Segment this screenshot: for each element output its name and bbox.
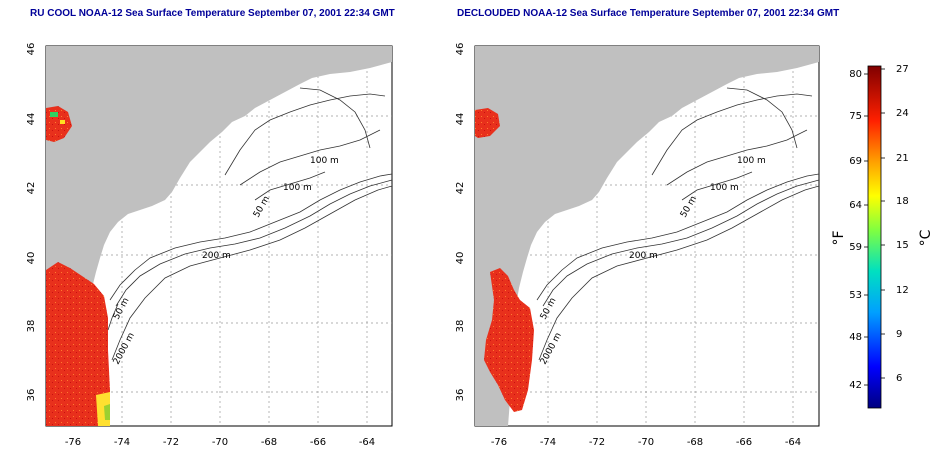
right-contour-label-100m-a: 100 m (737, 156, 766, 166)
colorbar-f-tick: 48 (849, 332, 862, 343)
colorbar-c-tick: 24 (896, 108, 909, 119)
left-gridlines (46, 46, 392, 426)
left-ytick: 38 (26, 320, 37, 333)
left-xtick: -70 (212, 437, 228, 448)
left-ytick: 42 (26, 182, 37, 195)
right-xtick: -66 (736, 437, 752, 448)
right-xtick: -68 (687, 437, 703, 448)
right-xtick: -74 (540, 437, 556, 448)
right-sst-north (475, 108, 500, 138)
left-xtick: -66 (310, 437, 326, 448)
left-sst-south (46, 262, 110, 426)
colorbar-c-tick: 12 (896, 285, 909, 296)
colorbar-fahrenheit-label: °F (831, 230, 847, 245)
left-map: 100 m 100 m 50 m 200 m 50 m 2000 m (45, 45, 393, 427)
colorbar-celsius-label: °C (918, 229, 934, 246)
right-contours (536, 87, 820, 361)
colorbar-c-tick: 27 (896, 64, 909, 75)
colorbar-c-tick: 21 (896, 153, 909, 164)
right-gridlines (475, 46, 819, 426)
colorbar-f-tick: 42 (849, 380, 862, 391)
left-xtick: -68 (261, 437, 277, 448)
colorbar-gradient (867, 65, 882, 409)
colorbar-f-tick: 59 (849, 242, 862, 253)
right-land (475, 46, 819, 426)
left-contours (107, 87, 393, 361)
left-xtick: -72 (163, 437, 179, 448)
right-xtick: -64 (785, 437, 801, 448)
left-contour-label-200m: 200 m (202, 251, 231, 261)
left-xtick: -74 (114, 437, 130, 448)
left-ytick: 40 (26, 252, 37, 265)
colorbar-f-tick: 80 (849, 69, 862, 80)
colorbar-f-tick: 53 (849, 290, 862, 301)
right-xtick: -70 (638, 437, 654, 448)
left-contour-label-100m-a: 100 m (310, 156, 339, 166)
colorbar-c-tick: 15 (896, 240, 909, 251)
right-ytick: 40 (455, 252, 466, 265)
right-panel-title: DECLOUDED NOAA-12 Sea Surface Temperatur… (457, 8, 840, 19)
left-ytick: 46 (26, 43, 37, 56)
right-sst-south (484, 268, 534, 412)
left-ytick: 36 (26, 389, 37, 402)
colorbar-c-tick: 9 (896, 329, 902, 340)
left-axes: 46 44 42 40 38 36 -76 -74 -72 -70 -68 -6… (26, 43, 375, 448)
right-xtick: -72 (589, 437, 605, 448)
left-xtick: -64 (359, 437, 375, 448)
colorbar-f-tick: 69 (849, 156, 862, 167)
left-contour-label-100m-b: 100 m (283, 183, 312, 193)
right-ytick: 42 (455, 182, 466, 195)
right-ytick: 46 (455, 43, 466, 56)
right-ytick: 38 (455, 320, 466, 333)
right-xtick: -76 (491, 437, 507, 448)
colorbar-f-tick: 75 (849, 111, 862, 122)
right-contour-label-200m: 200 m (629, 251, 658, 261)
colorbar-f-tick: 64 (849, 200, 862, 211)
left-land (46, 46, 392, 300)
right-ytick: 36 (455, 389, 466, 402)
right-map: 100 m 100 m 50 m 200 m 50 m 2000 m (474, 45, 820, 427)
right-contour-label-100m-b: 100 m (710, 183, 739, 193)
left-panel-title: RU COOL NOAA-12 Sea Surface Temperature … (30, 8, 395, 19)
left-ytick: 44 (26, 113, 37, 126)
colorbar-c-tick: 6 (896, 373, 902, 384)
left-xtick: -76 (65, 437, 81, 448)
colorbar: 80 75 69 64 59 53 48 42 27 24 21 18 15 1… (831, 64, 934, 409)
right-axes: 46 44 42 40 38 36 -76 -74 -72 -70 -68 -6… (455, 43, 801, 448)
right-ytick: 44 (455, 113, 466, 126)
colorbar-c-tick: 18 (896, 196, 909, 207)
